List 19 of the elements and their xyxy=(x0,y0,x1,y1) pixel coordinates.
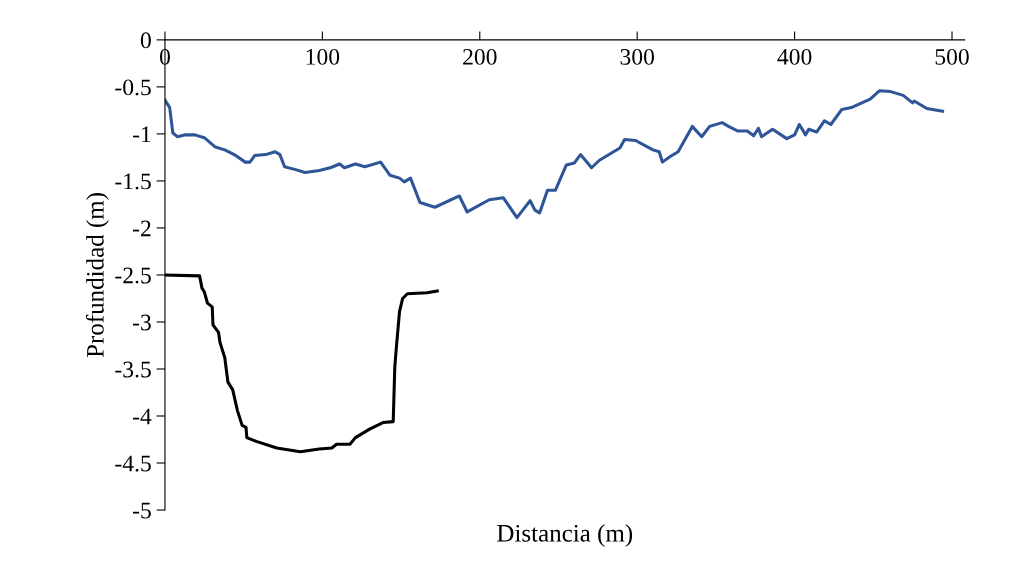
y-tick-label: -0.5 xyxy=(115,79,151,96)
y-axis-title: Profundidad (m) xyxy=(85,193,109,358)
x-tick-label: 200 xyxy=(463,48,497,65)
y-tick-label: -5 xyxy=(132,502,151,519)
x-axis-title: Distancia (m) xyxy=(497,524,633,547)
y-tick-label: -2 xyxy=(132,220,151,237)
x-tick-label: 500 xyxy=(935,48,969,65)
y-tick-label: -4 xyxy=(132,408,152,425)
y-tick-label: -1.5 xyxy=(115,173,151,190)
x-tick-label: 100 xyxy=(306,48,340,65)
y-tick-label: -3 xyxy=(132,314,151,331)
y-tick-label: 0 xyxy=(140,32,151,49)
y-tick-label: -3.5 xyxy=(115,361,151,378)
y-tick-label: -4.5 xyxy=(115,455,151,472)
line-series xyxy=(164,89,945,220)
x-tick-label: 400 xyxy=(777,48,812,65)
y-tick-label: -1 xyxy=(132,126,151,143)
x-tick-label: 300 xyxy=(620,48,654,65)
y-tick-label: -2.5 xyxy=(115,267,151,284)
